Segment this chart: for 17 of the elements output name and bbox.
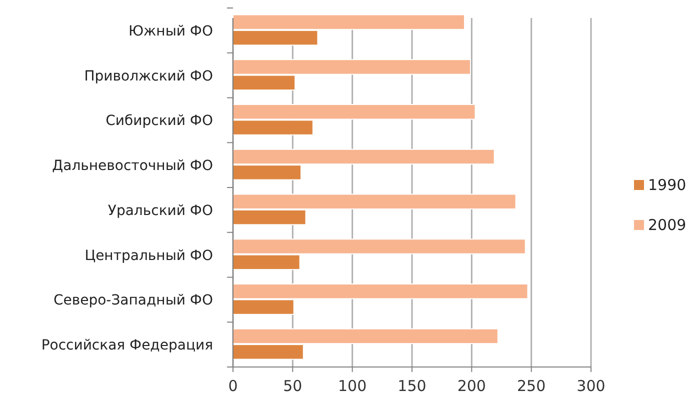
y-tick-label: Южный ФО (128, 23, 213, 40)
y-tick-label: Дальневосточный ФО (52, 158, 213, 174)
x-tick-label: 300 (576, 377, 606, 395)
legend-label: 1990 (648, 176, 686, 194)
legend-label: 2009 (648, 216, 686, 234)
y-tick-label: Северо-Западный ФО (53, 292, 213, 309)
y-tick-label: Приволжский ФО (84, 68, 213, 84)
x-tick-label: 200 (457, 377, 486, 395)
x-tick-label: 50 (283, 377, 302, 395)
x-tick-label: 250 (517, 377, 546, 395)
x-tick-label: 0 (228, 377, 238, 395)
y-tick-label: Уральский ФО (108, 202, 213, 219)
y-tick-label: Российская Федерация (41, 338, 213, 354)
y-tick-label: Сибирский ФО (106, 113, 213, 130)
x-tick-label: 100 (338, 377, 367, 395)
y-tick-label: Центральный ФО (84, 248, 213, 264)
x-tick-label: 150 (398, 377, 426, 395)
